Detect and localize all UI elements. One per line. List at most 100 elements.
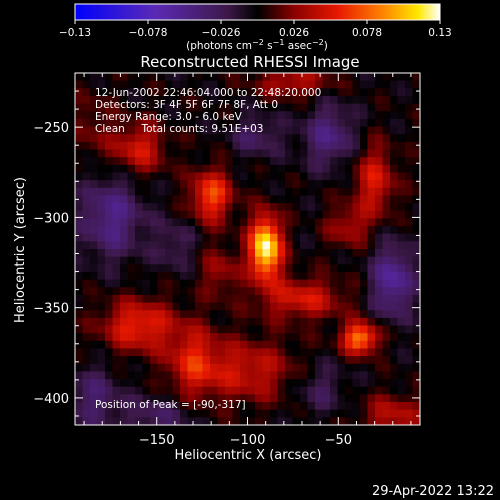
heatmap-cell xyxy=(307,249,316,258)
heatmap-cell xyxy=(307,356,316,365)
heatmap-cell xyxy=(352,141,361,151)
heatmap-cell xyxy=(150,218,159,227)
heatmap-cell xyxy=(300,210,309,219)
heatmap-cell xyxy=(210,379,219,388)
heatmap-cell xyxy=(105,103,114,112)
heatmap-cell xyxy=(142,302,151,311)
y-tick-label: −300 xyxy=(33,211,69,226)
heatmap-cell xyxy=(390,210,399,219)
heatmap-cell xyxy=(97,256,106,265)
heatmap-cell xyxy=(382,333,391,342)
heatmap-cell xyxy=(82,348,91,357)
y-tick-label: −350 xyxy=(33,302,69,317)
heatmap-cell xyxy=(382,348,391,357)
heatmap-cell xyxy=(382,417,391,425)
heatmap-cell xyxy=(285,172,294,181)
heatmap-cell xyxy=(307,294,316,304)
heatmap-cell xyxy=(390,325,399,334)
heatmap-cell xyxy=(97,241,106,250)
heatmap-cell xyxy=(345,271,354,281)
heatmap-cell xyxy=(307,333,316,342)
heatmap-cell xyxy=(292,340,301,350)
heatmap-cell xyxy=(285,164,294,174)
heatmap-cell xyxy=(157,73,166,82)
heatmap-cell xyxy=(195,310,204,319)
heatmap-cell xyxy=(127,233,136,242)
heatmap-cell xyxy=(97,363,106,373)
heatmap-cell xyxy=(277,417,286,425)
heatmap-cell xyxy=(322,241,331,250)
heatmap-cell xyxy=(337,256,346,265)
heatmap-cell xyxy=(112,356,121,365)
heatmap-cell xyxy=(202,402,211,411)
heatmap-cell xyxy=(210,80,219,89)
heatmap-cell xyxy=(337,210,346,219)
heatmap-cell xyxy=(360,118,369,128)
heatmap-cell xyxy=(120,264,129,273)
heatmap-cell xyxy=(247,340,256,350)
heatmap-cell xyxy=(157,210,166,219)
heatmap-cell xyxy=(135,195,144,204)
heatmap-cell xyxy=(225,371,234,380)
heatmap-area xyxy=(75,73,420,425)
heatmap-cell xyxy=(180,111,189,120)
heatmap-cell xyxy=(127,249,136,258)
heatmap-cell xyxy=(90,340,99,350)
heatmap-cell xyxy=(247,356,256,365)
heatmap-cell xyxy=(345,149,354,158)
heatmap-cell xyxy=(360,363,369,373)
heatmap-cell xyxy=(97,88,106,97)
heatmap-cell xyxy=(105,210,114,219)
heatmap-cell xyxy=(112,111,121,120)
heatmap-cell xyxy=(360,134,369,143)
heatmap-cell xyxy=(142,233,151,242)
heatmap-cell xyxy=(397,118,406,128)
heatmap-cell xyxy=(142,149,151,158)
heatmap-cell xyxy=(390,264,399,273)
heatmap-cell xyxy=(210,172,219,181)
heatmap-cell xyxy=(375,264,384,273)
heatmap-cell xyxy=(390,226,399,235)
heatmap-cell xyxy=(232,187,241,197)
heatmap-cell xyxy=(300,348,309,357)
heatmap-cell xyxy=(300,80,309,89)
heatmap-cell xyxy=(142,126,151,135)
heatmap-cell xyxy=(210,126,219,135)
heatmap-cell xyxy=(232,417,241,425)
heatmap-cell xyxy=(307,241,316,250)
heatmap-cell xyxy=(172,363,181,373)
heatmap-cell xyxy=(127,348,136,357)
heatmap-cell xyxy=(300,164,309,174)
heatmap-cell xyxy=(172,256,181,265)
heatmap-cell xyxy=(412,203,420,212)
heatmap-cell xyxy=(405,172,414,181)
heatmap-cell xyxy=(382,271,391,281)
heatmap-cell xyxy=(135,180,144,189)
heatmap-cell xyxy=(375,394,384,403)
footer-timestamp: 29-Apr-2022 13:22 xyxy=(372,484,494,499)
heatmap-cell xyxy=(127,264,136,273)
heatmap-cell xyxy=(412,126,420,135)
heatmap-cell xyxy=(82,149,91,158)
heatmap-cell xyxy=(337,417,346,425)
heatmap-cell xyxy=(390,279,399,288)
heatmap-cell xyxy=(82,287,91,296)
heatmap-cell xyxy=(180,340,189,350)
heatmap-cell xyxy=(135,88,144,97)
heatmap-cell xyxy=(322,287,331,296)
heatmap-cell xyxy=(210,302,219,311)
heatmap-cell xyxy=(225,386,234,395)
heatmap-cell xyxy=(255,256,264,265)
colorbar-ticks xyxy=(74,20,441,24)
heatmap-cell xyxy=(367,118,376,128)
heatmap-cell xyxy=(270,118,279,128)
heatmap-cell xyxy=(262,134,271,143)
heatmap-cell xyxy=(412,264,420,273)
heatmap-cell xyxy=(157,409,166,418)
heatmap-cell xyxy=(277,126,286,135)
heatmap-cell xyxy=(375,287,384,296)
heatmap-cell xyxy=(105,348,114,357)
heatmap-cell xyxy=(300,294,309,304)
heatmap-cell xyxy=(322,187,331,197)
heatmap-cell xyxy=(195,180,204,189)
